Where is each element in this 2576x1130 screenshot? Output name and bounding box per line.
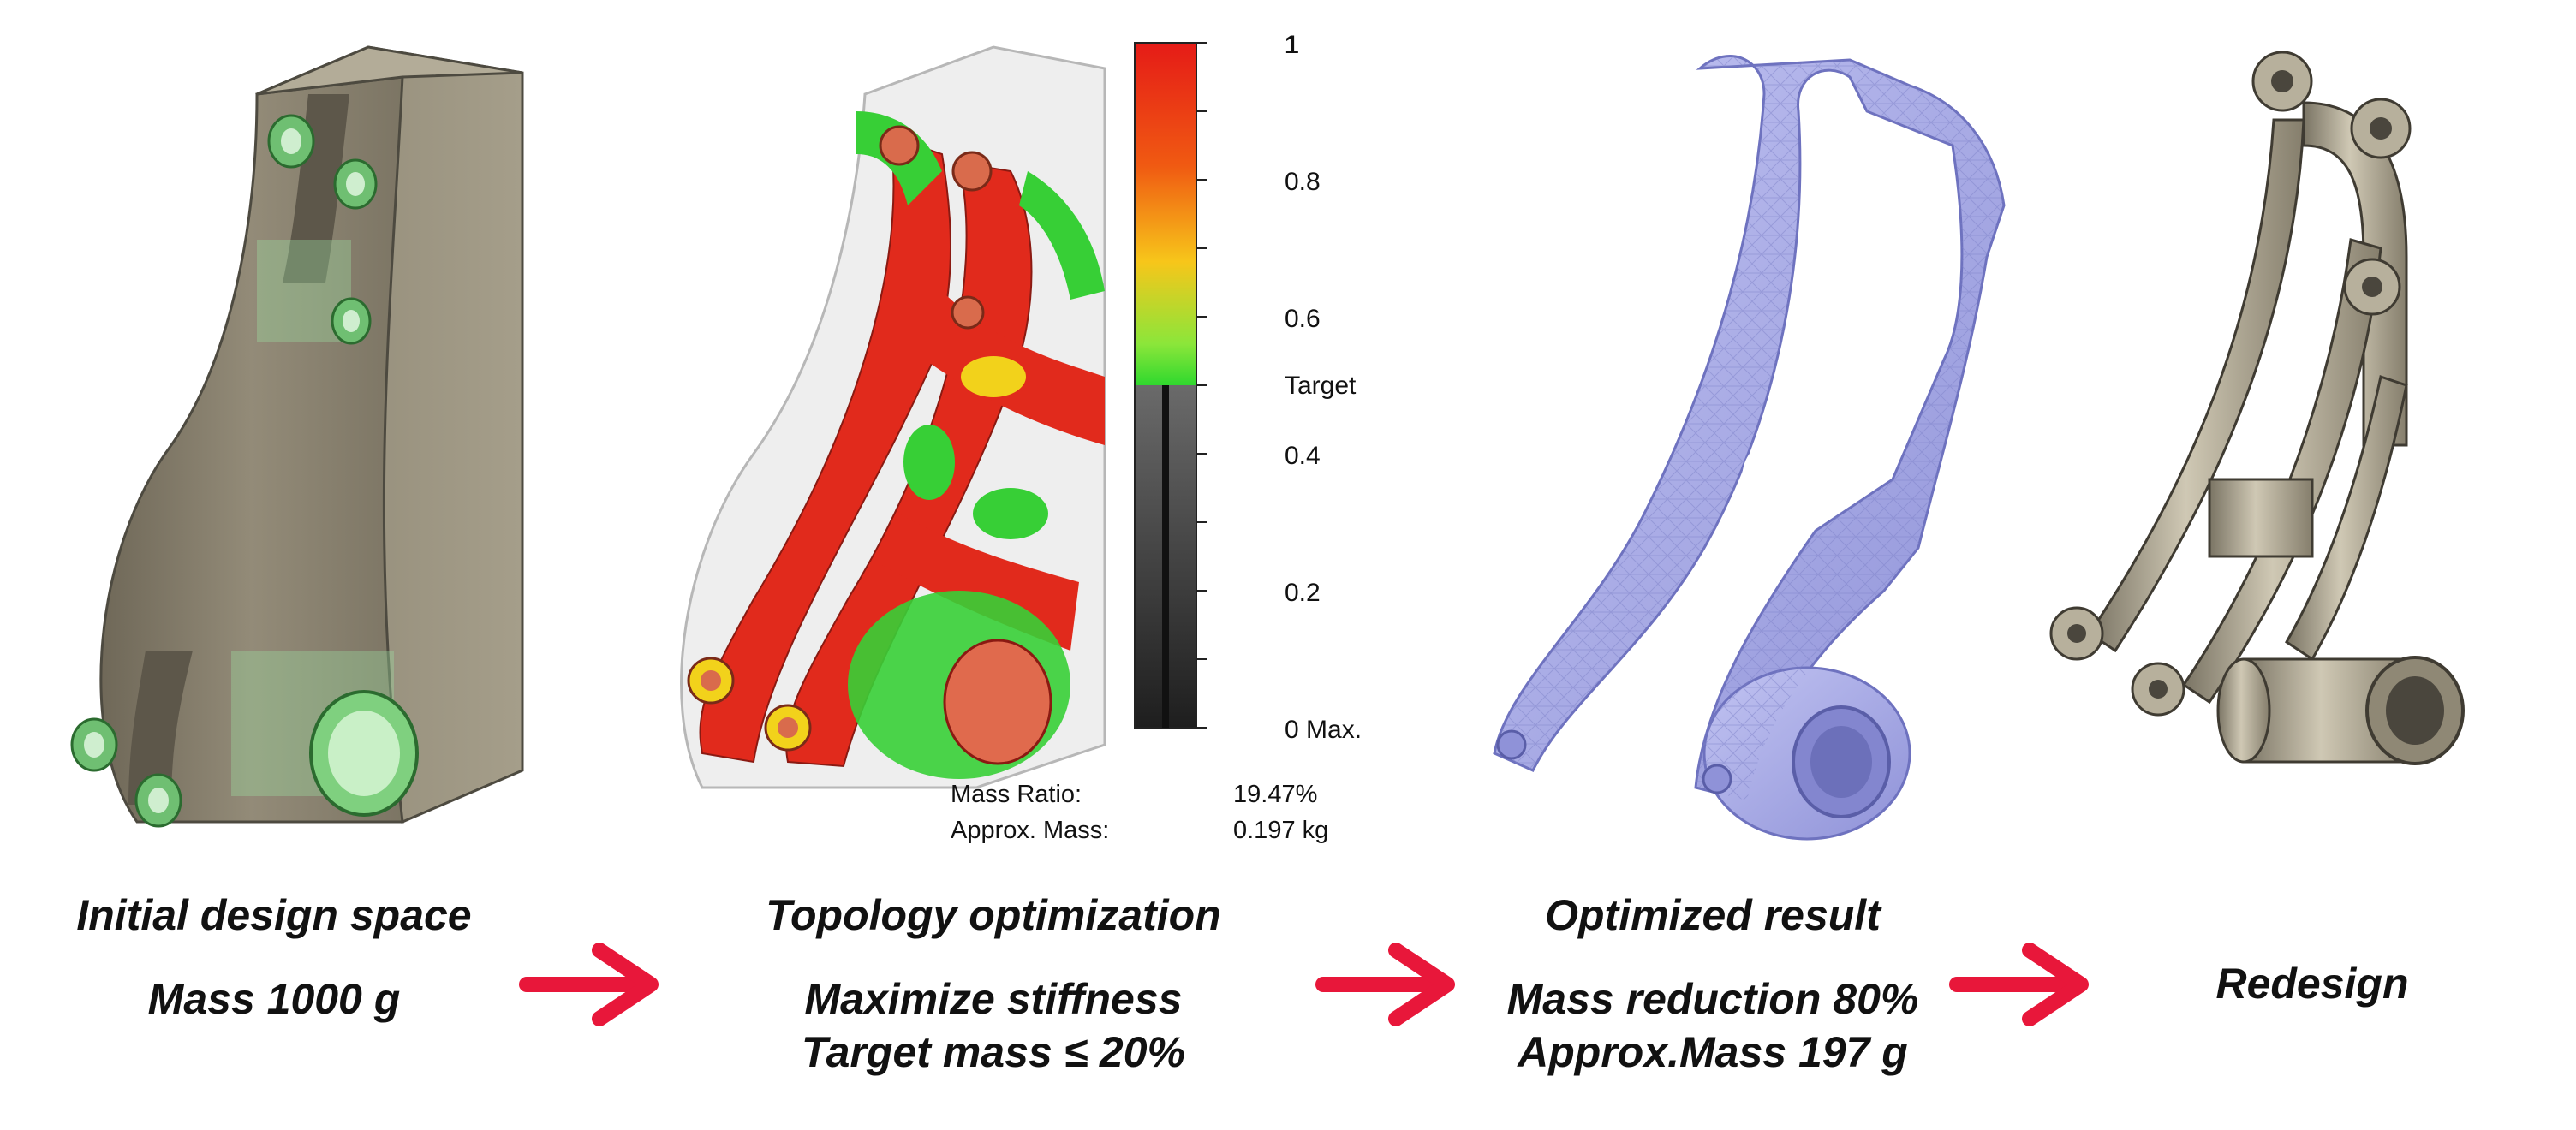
- scale-tick: 0.2: [1285, 579, 1321, 607]
- scale-tick: 0.6: [1285, 305, 1321, 333]
- scale-tick: Target: [1285, 372, 1357, 400]
- stage-caption-initial: Initial design space Mass 1000 g: [34, 890, 514, 1024]
- redesigned-part: [2049, 51, 2465, 765]
- optimized-mesh: [1493, 55, 2006, 841]
- scale-tick: 1: [1285, 31, 1299, 59]
- stage-subtitle: Mass 1000 g: [147, 975, 401, 1023]
- scale-tick: 0.4: [1285, 442, 1321, 470]
- stage-caption-redesign: Redesign: [2115, 959, 2509, 1008]
- scale-tick: 0.8: [1285, 168, 1321, 196]
- topology-heatmap: [680, 45, 1106, 789]
- density-color-scale: 1 0.8 0.6 Target 0.4 0.2 0 Max.: [1134, 31, 1362, 744]
- flow-arrow: [1949, 943, 2089, 1026]
- approx-mass-label: Approx. Mass:: [951, 817, 1110, 844]
- stage-title: Redesign: [2215, 960, 2409, 1008]
- approx-mass-value: 0.197 kg: [1233, 817, 1329, 844]
- stage-caption-topology: Topology optimization Maximize stiffness…: [702, 890, 1285, 1077]
- flow-arrow: [1315, 943, 1455, 1026]
- stage-title: Topology optimization: [766, 891, 1221, 939]
- stage-subtitle: Maximize stiffness: [804, 975, 1183, 1023]
- initial-design-block: [99, 45, 524, 824]
- mass-ratio-label: Mass Ratio:: [951, 781, 1082, 808]
- stage-caption-optimized: Optimized result Mass reduction 80% Appr…: [1473, 890, 1953, 1077]
- stage-subtitle: Target mass ≤ 20%: [801, 1028, 1186, 1076]
- stage-subtitle: Mass reduction 80%: [1506, 975, 1919, 1023]
- stage-title: Optimized result: [1545, 891, 1881, 939]
- mass-ratio-value: 19.47%: [1233, 781, 1318, 808]
- scale-tick: 0 Max.: [1285, 716, 1362, 744]
- stage-title: Initial design space: [76, 891, 472, 939]
- initial-block-holes: [70, 114, 419, 828]
- flow-arrow: [519, 943, 659, 1026]
- stage-subtitle: Approx.Mass 197 g: [1518, 1028, 1908, 1076]
